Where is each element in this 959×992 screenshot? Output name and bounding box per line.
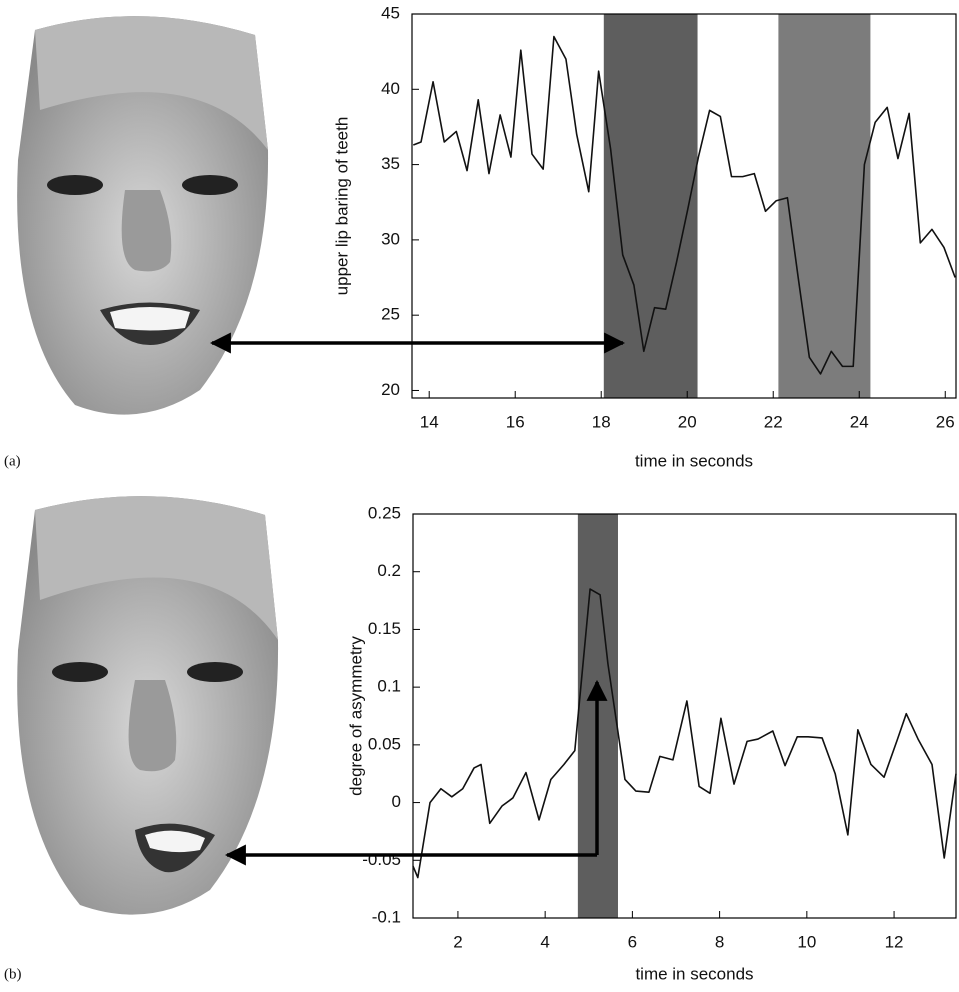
y-tick-label: 0.1 <box>377 677 401 696</box>
y-axis-label: degree of asymmetry <box>346 636 365 796</box>
y-tick-label: 0 <box>392 792 401 811</box>
x-axis-label: time in seconds <box>635 451 753 470</box>
panel-label: (a) <box>4 453 21 469</box>
x-tick-label: 16 <box>506 412 525 431</box>
y-tick-label: 35 <box>381 154 400 173</box>
y-tick-label: 0.2 <box>377 561 401 580</box>
data-line <box>412 588 957 879</box>
face-a <box>17 16 269 415</box>
x-tick-label: 10 <box>797 932 816 951</box>
x-tick-label: 14 <box>420 412 439 431</box>
x-tick-label: 24 <box>850 412 869 431</box>
plot-frame <box>411 13 957 399</box>
shaded-region <box>778 14 871 398</box>
x-axis-label: time in seconds <box>635 964 753 983</box>
x-tick-label: 12 <box>885 932 904 951</box>
x-tick-label: 4 <box>540 932 549 951</box>
plot-frame <box>412 513 957 919</box>
x-tick-label: 20 <box>678 412 697 431</box>
x-tick-label: 6 <box>628 932 637 951</box>
y-tick-label: 40 <box>381 79 400 98</box>
x-tick-label: 18 <box>592 412 611 431</box>
y-tick-label: 30 <box>381 229 400 248</box>
y-tick-label: 0.25 <box>368 503 401 522</box>
panel-label: (b) <box>4 966 22 982</box>
face-b <box>17 496 279 915</box>
y-tick-label: -0.1 <box>372 907 401 926</box>
y-tick-label: 0.05 <box>368 734 401 753</box>
x-tick-label: 2 <box>453 932 462 951</box>
y-tick-label: 20 <box>381 380 400 399</box>
y-tick-label: -0.05 <box>362 850 401 869</box>
x-tick-label: 8 <box>715 932 724 951</box>
data-line <box>412 35 956 375</box>
y-tick-label: 25 <box>381 305 400 324</box>
x-tick-label: 22 <box>764 412 783 431</box>
x-tick-label: 26 <box>936 412 955 431</box>
y-tick-label: 45 <box>381 3 400 22</box>
y-tick-label: 0.15 <box>368 619 401 638</box>
y-axis-label: upper lip baring of teeth <box>332 117 351 296</box>
